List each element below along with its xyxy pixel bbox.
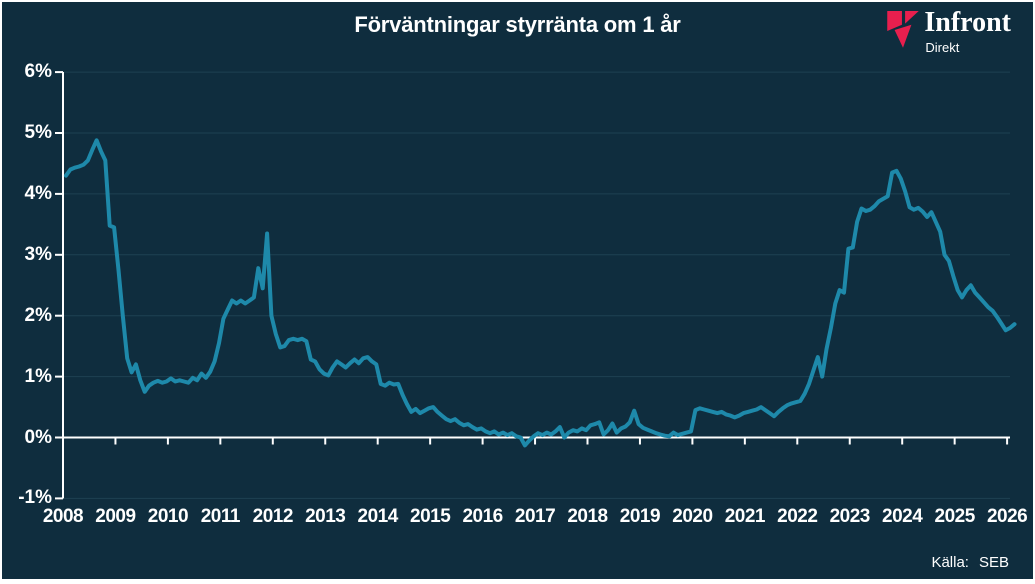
frame-border-left: [0, 0, 2, 584]
x-axis-label: 2025: [934, 506, 976, 527]
infront-logo-name: Infront: [924, 7, 1011, 38]
rate-expectation-line: [64, 138, 1017, 448]
x-axis-label: 2021: [724, 506, 766, 527]
infront-flag-icon: [887, 11, 920, 48]
frame-border-bottom: [0, 579, 1035, 584]
y-axis-label: -1%: [18, 487, 52, 509]
frame-border-right: [1033, 0, 1035, 584]
x-axis-label: 2017: [514, 506, 556, 527]
x-axis-label: 2012: [252, 506, 294, 527]
source-value: SEB: [978, 554, 1009, 571]
infront-logo: Infront Direkt: [886, 8, 1011, 55]
x-axis-label: 2009: [95, 506, 136, 527]
source-label: Källa: SEB: [931, 554, 1009, 571]
x-axis-label: 2010: [147, 506, 189, 527]
x-axis-label: 2016: [462, 506, 503, 527]
source-prefix: Källa:: [931, 554, 969, 571]
x-axis-label: 2023: [829, 506, 871, 527]
x-axis-label: 2024: [882, 506, 923, 527]
y-axis-label: 3%: [24, 243, 52, 265]
x-axis-label: 2014: [357, 506, 399, 527]
y-axis-label: 4%: [24, 182, 52, 204]
infront-logo-text-block: Infront Direkt: [924, 7, 1011, 56]
x-axis-label: 2020: [672, 506, 713, 527]
x-axis-label: 2015: [410, 506, 451, 527]
y-axis-label: 5%: [24, 122, 52, 143]
frame-border-top: [0, 0, 1035, 2]
x-axis-label: 2018: [567, 506, 608, 527]
y-axis-label: 2%: [24, 304, 52, 326]
x-axis-label: 2013: [305, 506, 346, 527]
x-axis-label: 2022: [777, 506, 818, 527]
x-axis-label: 2011: [200, 506, 241, 527]
infront-logo-subtitle: Direkt: [925, 40, 960, 55]
y-axis-label: 1%: [24, 365, 52, 387]
y-axis-label: 0%: [24, 426, 52, 448]
chart-title: Förväntningar styrränta om 1 år: [354, 12, 681, 37]
x-axis-label: 2019: [619, 506, 661, 527]
y-axis-label: 6%: [24, 61, 52, 83]
x-axis-label: 2026: [986, 506, 1028, 527]
x-axis-label: 2008: [42, 506, 84, 527]
